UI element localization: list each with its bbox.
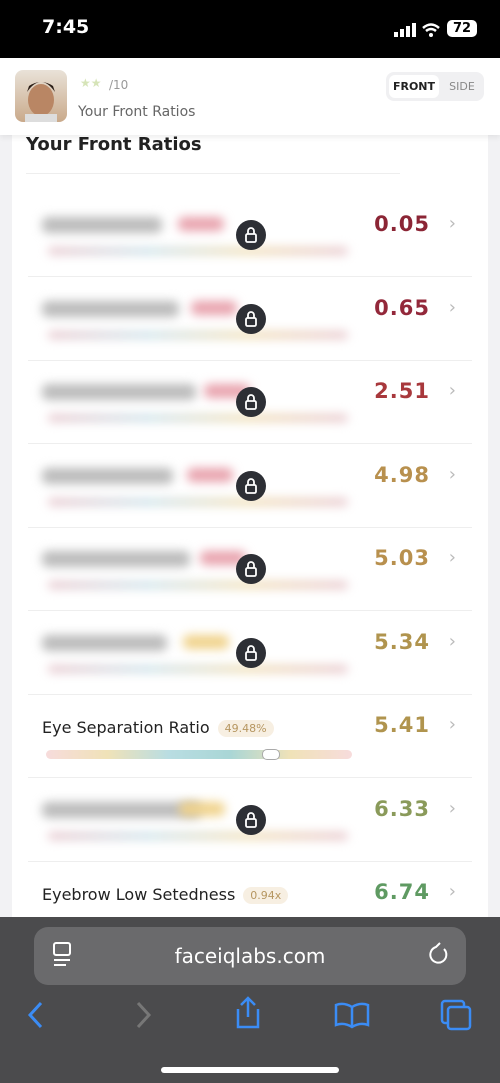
blurred-name — [42, 384, 196, 400]
lock-icon[interactable] — [236, 470, 266, 501]
lock-icon[interactable] — [236, 220, 266, 250]
section-title: Your Front Ratios — [26, 134, 202, 155]
blurred-badge — [179, 801, 225, 816]
ratio-score: 0.05 — [374, 212, 430, 236]
lock-icon[interactable] — [236, 387, 266, 417]
stars: ★★ — [80, 76, 102, 90]
blurred-name — [42, 217, 162, 233]
ratio-row[interactable]: 5.03 › — [28, 527, 472, 611]
url-field[interactable]: faceiqlabs.com — [34, 927, 466, 985]
chevron: › — [448, 380, 456, 401]
blurred-name — [42, 300, 179, 317]
ratio-row[interactable]: 5.34 › — [28, 611, 472, 695]
blurred-bar — [48, 414, 348, 422]
blurred-bar — [48, 581, 348, 589]
ratio-row[interactable]: 0.65 › — [28, 277, 472, 361]
ratio-score: 5.41 — [374, 713, 430, 737]
blurred-bar — [48, 831, 348, 840]
ratio-score: 0.65 — [374, 295, 430, 320]
ratio-bar — [46, 750, 352, 759]
chevron: › — [448, 213, 456, 234]
ratio-row[interactable]: 6.33 › — [28, 778, 472, 862]
tab-switch: FRONT SIDE — [386, 72, 484, 101]
blurred-badge — [187, 467, 233, 482]
blurred-bar — [48, 664, 348, 673]
chevron: › — [448, 630, 456, 652]
chevron: › — [448, 881, 456, 902]
ratio-score: 5.03 — [374, 546, 430, 570]
ratio-score: 6.74 — [374, 880, 430, 904]
blurred-name — [42, 634, 167, 651]
blurred-badge — [178, 217, 224, 231]
blurred-name — [42, 801, 201, 818]
ratio-badge: 0.94x — [243, 887, 289, 904]
rating-suffix: /10 — [109, 78, 129, 92]
blurred-bar — [48, 247, 348, 255]
tab-front[interactable]: FRONT — [389, 75, 439, 98]
ratio-name-text: Eye Separation Ratio — [42, 718, 210, 737]
ratio-name: Eye Separation Ratio 49.48% — [42, 718, 274, 737]
chevron: › — [448, 463, 456, 485]
lock-icon[interactable] — [236, 303, 266, 334]
ratio-name: Eyebrow Low Setedness 0.94x — [42, 885, 289, 904]
blurred-bar — [48, 330, 348, 339]
blurred-name — [42, 551, 190, 567]
avatar[interactable] — [15, 70, 67, 122]
lock-icon[interactable] — [236, 804, 266, 835]
chevron: › — [448, 714, 456, 735]
header-subtitle: Your Front Ratios — [78, 104, 196, 120]
chevron: › — [448, 797, 456, 819]
battery: 72 — [447, 20, 477, 37]
browser-bar: faceiqlabs.com — [0, 917, 500, 1083]
ratio-row[interactable]: 4.98 › — [28, 444, 472, 528]
ratio-score: 6.33 — [374, 796, 430, 821]
browser-icons — [27, 942, 472, 1073]
ratio-marker — [262, 749, 280, 760]
lock-icon[interactable] — [236, 637, 266, 668]
ratio-row[interactable]: 2.51 › — [28, 360, 472, 444]
signal-wifi — [394, 23, 440, 37]
blurred-badge — [200, 551, 246, 565]
blurred-name — [42, 467, 173, 484]
ratio-row[interactable]: Eyebrow Low Setedness 0.94x 6.74 › — [28, 861, 472, 945]
lock-icon[interactable] — [236, 554, 266, 584]
tab-side[interactable]: SIDE — [449, 80, 475, 93]
blurred-badge — [183, 634, 229, 649]
ratio-badge: 49.48% — [217, 720, 274, 737]
blurred-badge — [191, 300, 237, 315]
card: Your Front Ratios 0.05 › 0.65 › 2.51 › 4.98 › 5.… — [12, 120, 488, 945]
chevron: › — [448, 547, 456, 568]
ratio-score: 4.98 — [374, 462, 430, 487]
ratio-name-text: Eyebrow Low Setedness — [42, 885, 236, 904]
chevron: › — [448, 296, 456, 318]
ratio-score: 2.51 — [374, 379, 430, 403]
header: ★★ /10 Your Front Ratios FRONT SIDE — [0, 58, 500, 135]
ratio-row[interactable]: Eye Separation Ratio 49.48% 5.41 › — [28, 694, 472, 778]
blurred-bar — [48, 497, 348, 506]
time: 7:45 — [42, 16, 90, 38]
ratio-row[interactable]: 0.05 › — [28, 193, 472, 277]
ratio-score: 5.34 — [374, 629, 430, 654]
status-bar: 7:45 72 — [0, 0, 500, 58]
divider — [26, 173, 400, 174]
